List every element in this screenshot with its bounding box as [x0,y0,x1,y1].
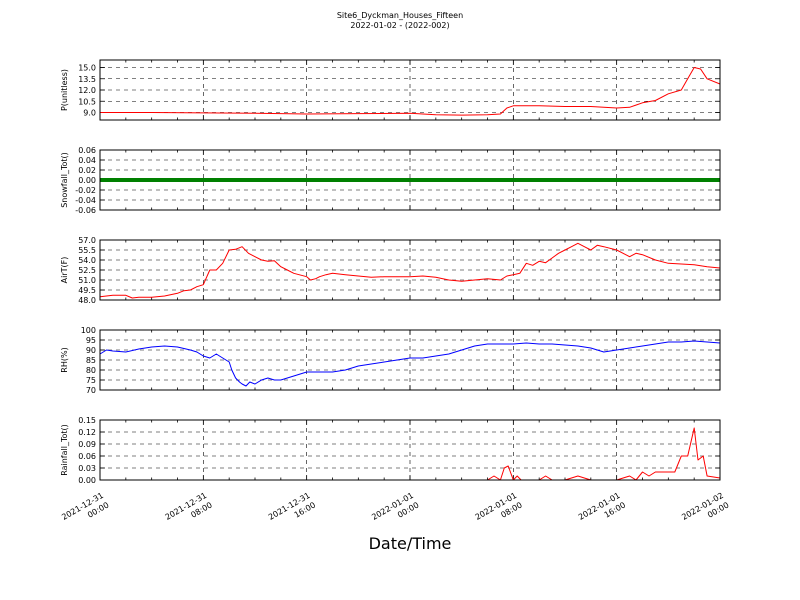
y-tick-label: 80 [86,366,96,375]
y-tick-label: 54.0 [78,256,96,265]
y-tick-label: 51.0 [78,276,96,285]
y-tick-label: 52.5 [78,266,96,275]
y-tick-label: 0.15 [78,416,96,425]
y-tick-label: 15.0 [78,64,96,73]
chart-title: Site6_Dyckman_Houses_Fifteen [336,11,464,20]
panel-frame [99,149,721,211]
panel-frame [99,59,721,121]
y-tick-label: -0.02 [75,186,96,195]
y-tick-label: 90 [86,346,96,355]
y-tick-label: 13.5 [78,75,96,84]
panel-frame [99,329,721,391]
y-axis-label: RH(%) [60,347,69,372]
y-tick-label: 0.12 [78,428,96,437]
y-axis-label: Rainfall_Tot() [60,424,69,476]
y-tick-label: 100 [81,326,96,335]
y-tick-label: 0.00 [78,476,96,485]
y-tick-label: 0.00 [78,176,96,185]
y-tick-label: 9.0 [83,109,96,118]
y-tick-label: 55.5 [78,246,96,255]
y-tick-label: 0.03 [78,464,96,473]
series-line-2 [99,242,721,299]
y-tick-label: 0.06 [78,452,96,461]
y-tick-label: 10.5 [78,97,96,106]
y-tick-label: 85 [86,356,96,365]
y-tick-label: -0.06 [75,206,96,215]
y-tick-label: 0.04 [78,156,96,165]
panel-frame [99,419,721,481]
y-tick-label: 57.0 [78,236,96,245]
y-axis-label: Snowfall_Tot() [60,152,69,208]
y-tick-label: 48.0 [78,296,96,305]
panel-frame [99,239,721,301]
y-tick-label: 0.09 [78,440,96,449]
y-tick-label: 95 [86,336,96,345]
x-axis-label: Date/Time [368,534,452,553]
y-tick-label: 12.0 [78,86,96,95]
series-line-3 [99,340,721,387]
y-tick-label: 70 [86,386,96,395]
y-tick-label: 0.06 [78,146,96,155]
y-tick-label: 75 [86,376,96,385]
chart-subtitle: 2022-01-02 - (2022-002) [350,21,450,30]
y-tick-label: -0.04 [75,196,96,205]
y-tick-label: 49.5 [78,286,96,295]
y-tick-label: 0.02 [78,166,96,175]
y-axis-label: AirT(F) [60,257,69,284]
y-axis-label: P(unitless) [60,69,69,111]
series-line-0 [100,67,721,116]
